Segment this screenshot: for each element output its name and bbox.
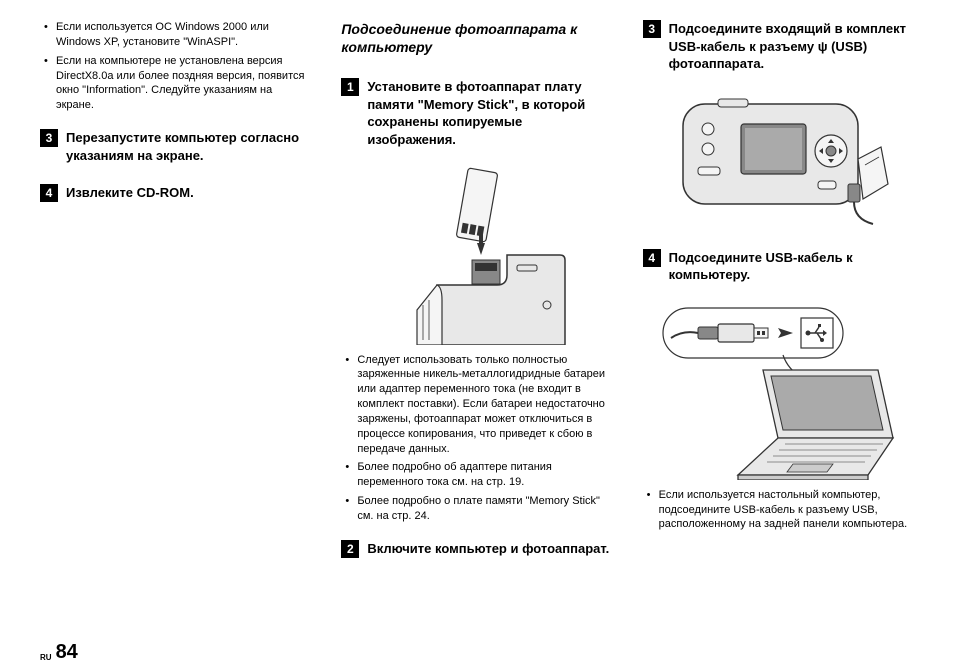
step-number-icon: 1: [341, 78, 359, 96]
camera-memorystick-icon: [387, 165, 567, 345]
memory-stick-illustration: [341, 165, 612, 345]
step-text: Перезапустите компьютер согласно указани…: [66, 129, 311, 164]
col1-step-3: 3 Перезапустите компьютер согласно указа…: [40, 129, 311, 164]
col2-bullet-3: Более подробно о плате памяти "Memory St…: [341, 494, 612, 524]
col2-step-2: 2 Включите компьютер и фотоаппарат.: [341, 540, 612, 558]
col2-bullet-1: Следует использовать только полностью за…: [341, 353, 612, 457]
page-footer: RU 84: [40, 642, 914, 662]
step-number-icon: 2: [341, 540, 359, 558]
step-text: Включите компьютер и фотоаппарат.: [367, 540, 609, 558]
section-title: Подсоединение фотоаппарата к компьютеру: [341, 20, 612, 56]
col3-step-3: 3 Подсоедините входящий в комплект USB-к…: [643, 20, 914, 73]
laptop-usb-icon: [653, 300, 903, 480]
page-columns: Если используется ОС Windows 2000 или Wi…: [40, 20, 914, 636]
camera-back-icon: [663, 89, 893, 229]
column-2: Подсоединение фотоаппарата к компьютеру …: [341, 20, 612, 636]
step-number-icon: 3: [643, 20, 661, 38]
col1-bullet-1: Если используется ОС Windows 2000 или Wi…: [40, 20, 311, 50]
step-number-icon: 3: [40, 129, 58, 147]
footer-lang: RU: [40, 653, 52, 662]
col3-step-4: 4 Подсоедините USB-кабель к компьютеру.: [643, 249, 914, 284]
col2-bullet-2: Более подробно об адаптере питания перем…: [341, 460, 612, 490]
column-1: Если используется ОС Windows 2000 или Wi…: [40, 20, 311, 636]
footer-page-number: 84: [56, 642, 78, 662]
step-text: Подсоедините входящий в комплект USB-каб…: [669, 20, 914, 73]
step-text: Извлеките CD-ROM.: [66, 184, 194, 202]
camera-usb-illustration: [643, 89, 914, 229]
laptop-usb-illustration: [643, 300, 914, 480]
step-number-icon: 4: [643, 249, 661, 267]
step-number-icon: 4: [40, 184, 58, 202]
col3-bullet-1: Если используется настольный компьютер, …: [643, 488, 914, 533]
column-3: 3 Подсоедините входящий в комплект USB-к…: [643, 20, 914, 636]
step-text: Подсоедините USB-кабель к компьютеру.: [669, 249, 914, 284]
col1-bullet-2: Если на компьютере не установлена версия…: [40, 54, 311, 113]
col2-step-1: 1 Установите в фотоаппарат плату памяти …: [341, 78, 612, 148]
step-text: Установите в фотоаппарат плату памяти "M…: [367, 78, 612, 148]
col1-step-4: 4 Извлеките CD-ROM.: [40, 184, 311, 202]
